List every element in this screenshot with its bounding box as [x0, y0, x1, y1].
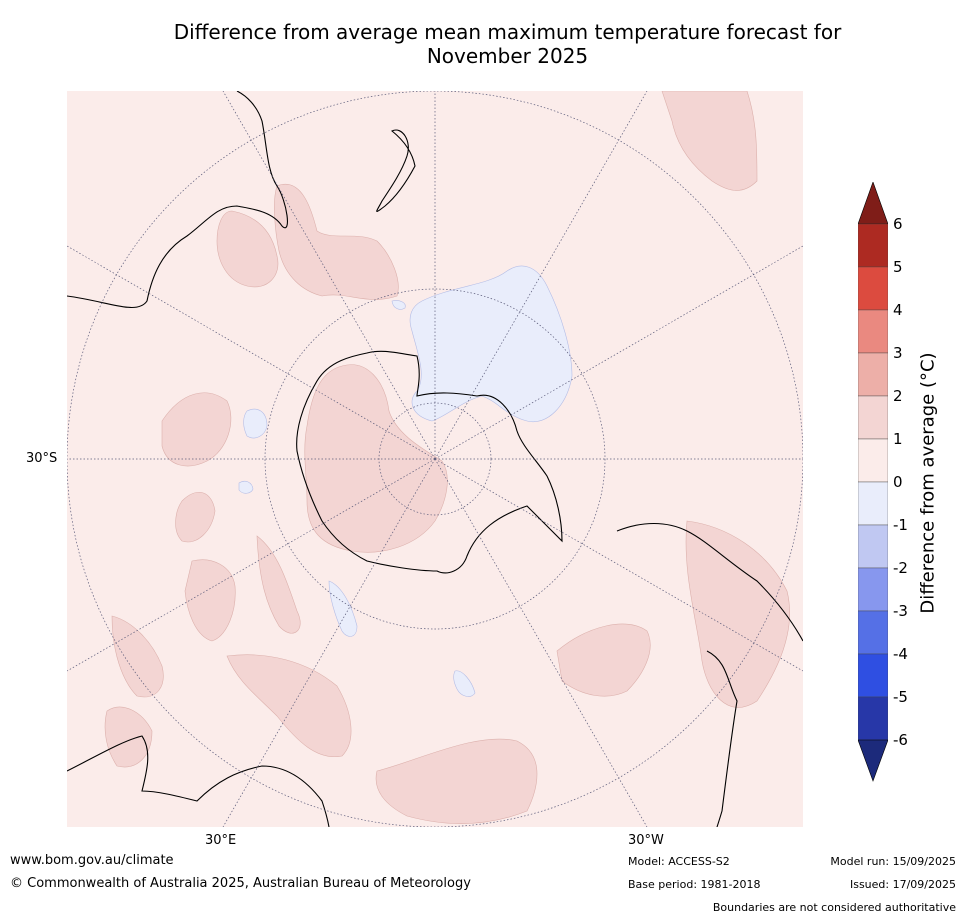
south-cool-patch — [328, 580, 358, 637]
mid-west-warm-region — [175, 492, 216, 543]
model-text: Model: ACCESS-S2 — [628, 855, 730, 868]
graticule — [67, 91, 803, 827]
colorbar-segment — [858, 653, 888, 698]
map-title: Difference from average mean maximum tem… — [60, 20, 955, 68]
colorbar-tick-label: -3 — [893, 602, 908, 620]
polar-map — [67, 91, 803, 827]
ne-warm-region — [661, 91, 758, 191]
colorbar-tick-label: 4 — [893, 301, 903, 319]
colorbar-segment — [858, 395, 888, 440]
australia-east-warm-region — [216, 210, 279, 288]
colorbar-segment — [858, 223, 888, 268]
sw-ocean-warm-region-2 — [111, 615, 164, 698]
cool-anomaly-regions — [238, 265, 573, 697]
colorbar-under-triangle — [858, 739, 888, 782]
west-ocean-warm-region-3 — [256, 535, 301, 634]
colorbar-over-triangle — [858, 182, 888, 225]
colorbar-segment — [858, 696, 888, 741]
colorbar-segment — [858, 567, 888, 612]
west-cool-patch — [243, 408, 268, 439]
colorbar-segment — [858, 352, 888, 397]
title-line-2: November 2025 — [426, 44, 589, 68]
meridian-line-3 — [434, 458, 803, 672]
colorbar-segment — [858, 481, 888, 526]
meridian-line-8 — [222, 91, 436, 460]
sw-ocean-warm-region — [184, 559, 236, 642]
coastlines — [67, 91, 803, 827]
south-ocean-warm-region — [226, 654, 352, 758]
meridian-line-2 — [434, 245, 803, 460]
colorbar-tick-label: 6 — [893, 215, 903, 233]
south-america-warm-region — [685, 520, 790, 708]
meridian-line-1 — [434, 91, 648, 460]
copyright-text: © Commonwealth of Australia 2025, Austra… — [10, 876, 471, 891]
colorbar — [858, 182, 888, 782]
colorbar-title: Difference from average (°C) — [917, 352, 939, 614]
disclaimer-text: Boundaries are not considered authoritat… — [712, 901, 956, 914]
colorbar-tick-label: -2 — [893, 559, 908, 577]
new-zealand-coastline — [376, 129, 416, 212]
colorbar-segment — [858, 266, 888, 311]
antarctica-coastline — [296, 350, 563, 574]
south-cool-patch-2 — [453, 670, 476, 697]
colorbar-segment — [858, 610, 888, 655]
lon-label-30e: 30°E — [205, 833, 237, 848]
issued-text: Issued: 17/09/2025 — [849, 878, 956, 891]
colorbar-segment — [858, 309, 888, 354]
south-band-warm-region — [375, 738, 538, 824]
africa-coastline — [67, 735, 330, 827]
meridian-line-5 — [222, 458, 436, 827]
colorbar-tick-label: 1 — [893, 430, 903, 448]
ross-sea-cool-region — [409, 265, 573, 423]
sw-corner-warm-region — [104, 706, 153, 768]
meridian-line-4 — [434, 458, 648, 827]
colorbar-tick-label: -1 — [893, 516, 908, 534]
colorbar-tick-label: -5 — [893, 688, 908, 706]
meridian-line-7 — [67, 245, 436, 460]
small-cool-patch — [238, 480, 254, 494]
website-link[interactable]: www.bom.gov.au/climate — [10, 853, 174, 868]
colorbar-tick-label: 5 — [893, 258, 903, 276]
colorbar-segment — [858, 438, 888, 483]
title-line-1: Difference from average mean maximum tem… — [173, 20, 842, 44]
colorbar-tick-label: -6 — [893, 731, 908, 749]
colorbar-segment — [858, 524, 888, 569]
model-run-text: Model run: 15/09/2025 — [830, 855, 956, 868]
warm-anomaly-regions — [104, 91, 790, 824]
colorbar-tick-label: -4 — [893, 645, 908, 663]
west-ocean-warm-region — [161, 392, 232, 467]
base-period-text: Base period: 1981-2018 — [628, 878, 761, 891]
colorbar-tick-label: 0 — [893, 473, 903, 491]
se-ocean-warm-region — [556, 623, 651, 697]
colorbar-tick-label: 2 — [893, 387, 903, 405]
meridian-line-6 — [67, 458, 436, 672]
australia-coastline — [67, 91, 288, 309]
lon-label-30w: 30°W — [628, 833, 664, 848]
nz-warm-region — [274, 183, 399, 300]
antarctica-warm-region — [304, 364, 448, 553]
ross-small-cool-patch — [391, 300, 406, 310]
colorbar-tick-label: 3 — [893, 344, 903, 362]
latitude-circle-mid — [264, 288, 606, 630]
south-america-coastline — [616, 523, 803, 827]
lat-label-30s: 30°S — [26, 451, 58, 466]
